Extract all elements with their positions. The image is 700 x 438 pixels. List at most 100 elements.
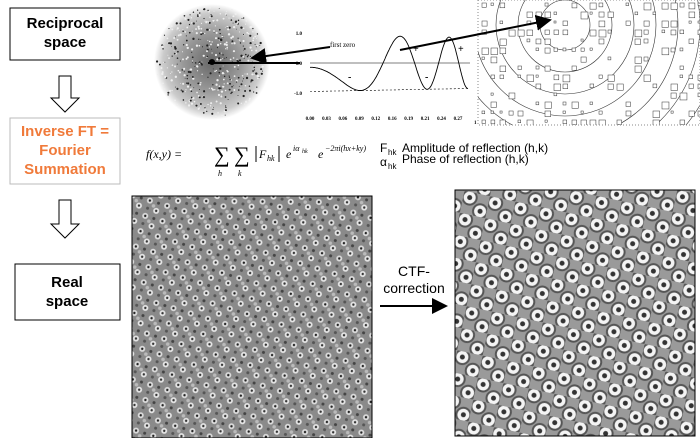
speck (260, 68, 262, 70)
reflection (491, 111, 494, 114)
reflection (545, 48, 550, 53)
speck (256, 87, 257, 88)
speck (190, 14, 191, 15)
speck (243, 95, 245, 97)
speck (190, 100, 192, 102)
speck (220, 87, 222, 89)
speck (193, 22, 195, 24)
speck (245, 20, 247, 22)
speck (207, 40, 208, 41)
speck (183, 99, 185, 101)
speck (222, 58, 223, 59)
speck (215, 54, 217, 56)
speck (186, 35, 187, 36)
speck (192, 97, 194, 99)
speck (235, 21, 237, 23)
formula-exp: −2πi(hx+ky) (325, 144, 366, 153)
reflection (644, 21, 649, 26)
speck (204, 33, 205, 34)
speck (205, 21, 206, 22)
speck (255, 50, 257, 52)
speck (233, 42, 235, 44)
speck (256, 45, 258, 47)
reflection (500, 48, 506, 54)
speck (221, 115, 223, 117)
speck (238, 38, 239, 39)
reflection (563, 75, 570, 82)
speck (253, 91, 254, 92)
reflection (491, 120, 495, 124)
speck (245, 54, 247, 56)
speck (171, 79, 172, 80)
reflection (491, 102, 496, 107)
reflection (662, 3, 668, 9)
reflection (518, 111, 523, 116)
reflection (491, 75, 495, 79)
speck (245, 101, 247, 103)
reflection (689, 84, 693, 88)
speck (209, 7, 211, 9)
speck (218, 37, 220, 39)
speck (216, 19, 218, 21)
speck (245, 74, 246, 75)
speck (177, 51, 179, 53)
speck (193, 11, 194, 12)
speck (230, 37, 232, 39)
reflection (563, 84, 568, 89)
speck (220, 43, 222, 45)
speck (252, 70, 254, 72)
reflection (599, 111, 602, 114)
speck (184, 15, 186, 17)
speck (242, 75, 244, 77)
speck (190, 68, 192, 70)
speck (216, 79, 218, 81)
speck (199, 61, 201, 63)
speck (183, 44, 184, 45)
speck (207, 21, 209, 23)
reflection (563, 120, 567, 124)
reflection (536, 84, 541, 89)
speck (207, 77, 208, 78)
reflection (680, 3, 684, 7)
speck (251, 73, 253, 75)
speck (192, 60, 193, 61)
speck (218, 87, 220, 89)
ctf-label: correction (383, 280, 444, 296)
reflection (563, 102, 566, 105)
speck (177, 21, 178, 22)
speck (261, 73, 263, 75)
speck (220, 13, 221, 14)
reflection (545, 66, 550, 71)
reflection (572, 66, 576, 70)
speck (244, 48, 246, 50)
speck (234, 66, 236, 68)
speck (209, 22, 211, 24)
speck (170, 42, 172, 44)
speck (256, 55, 258, 57)
reflection (491, 48, 498, 55)
speck (182, 83, 184, 85)
speck (196, 21, 197, 22)
speck (231, 40, 233, 42)
speck (253, 37, 255, 39)
speck (191, 48, 193, 50)
speck (234, 75, 236, 77)
speck (242, 56, 244, 58)
speck (249, 86, 250, 87)
speck (168, 57, 170, 59)
speck (224, 83, 225, 84)
speck (238, 77, 240, 79)
speck (238, 20, 239, 21)
reflection (527, 39, 530, 42)
reflection (608, 57, 611, 60)
speck (222, 54, 223, 55)
speck (212, 84, 213, 85)
speck (196, 45, 198, 47)
speck (243, 46, 244, 47)
speck (182, 58, 184, 60)
reflection (689, 12, 695, 18)
speck (225, 27, 226, 28)
speck (191, 52, 192, 53)
speck (177, 19, 179, 21)
speck (220, 102, 222, 104)
